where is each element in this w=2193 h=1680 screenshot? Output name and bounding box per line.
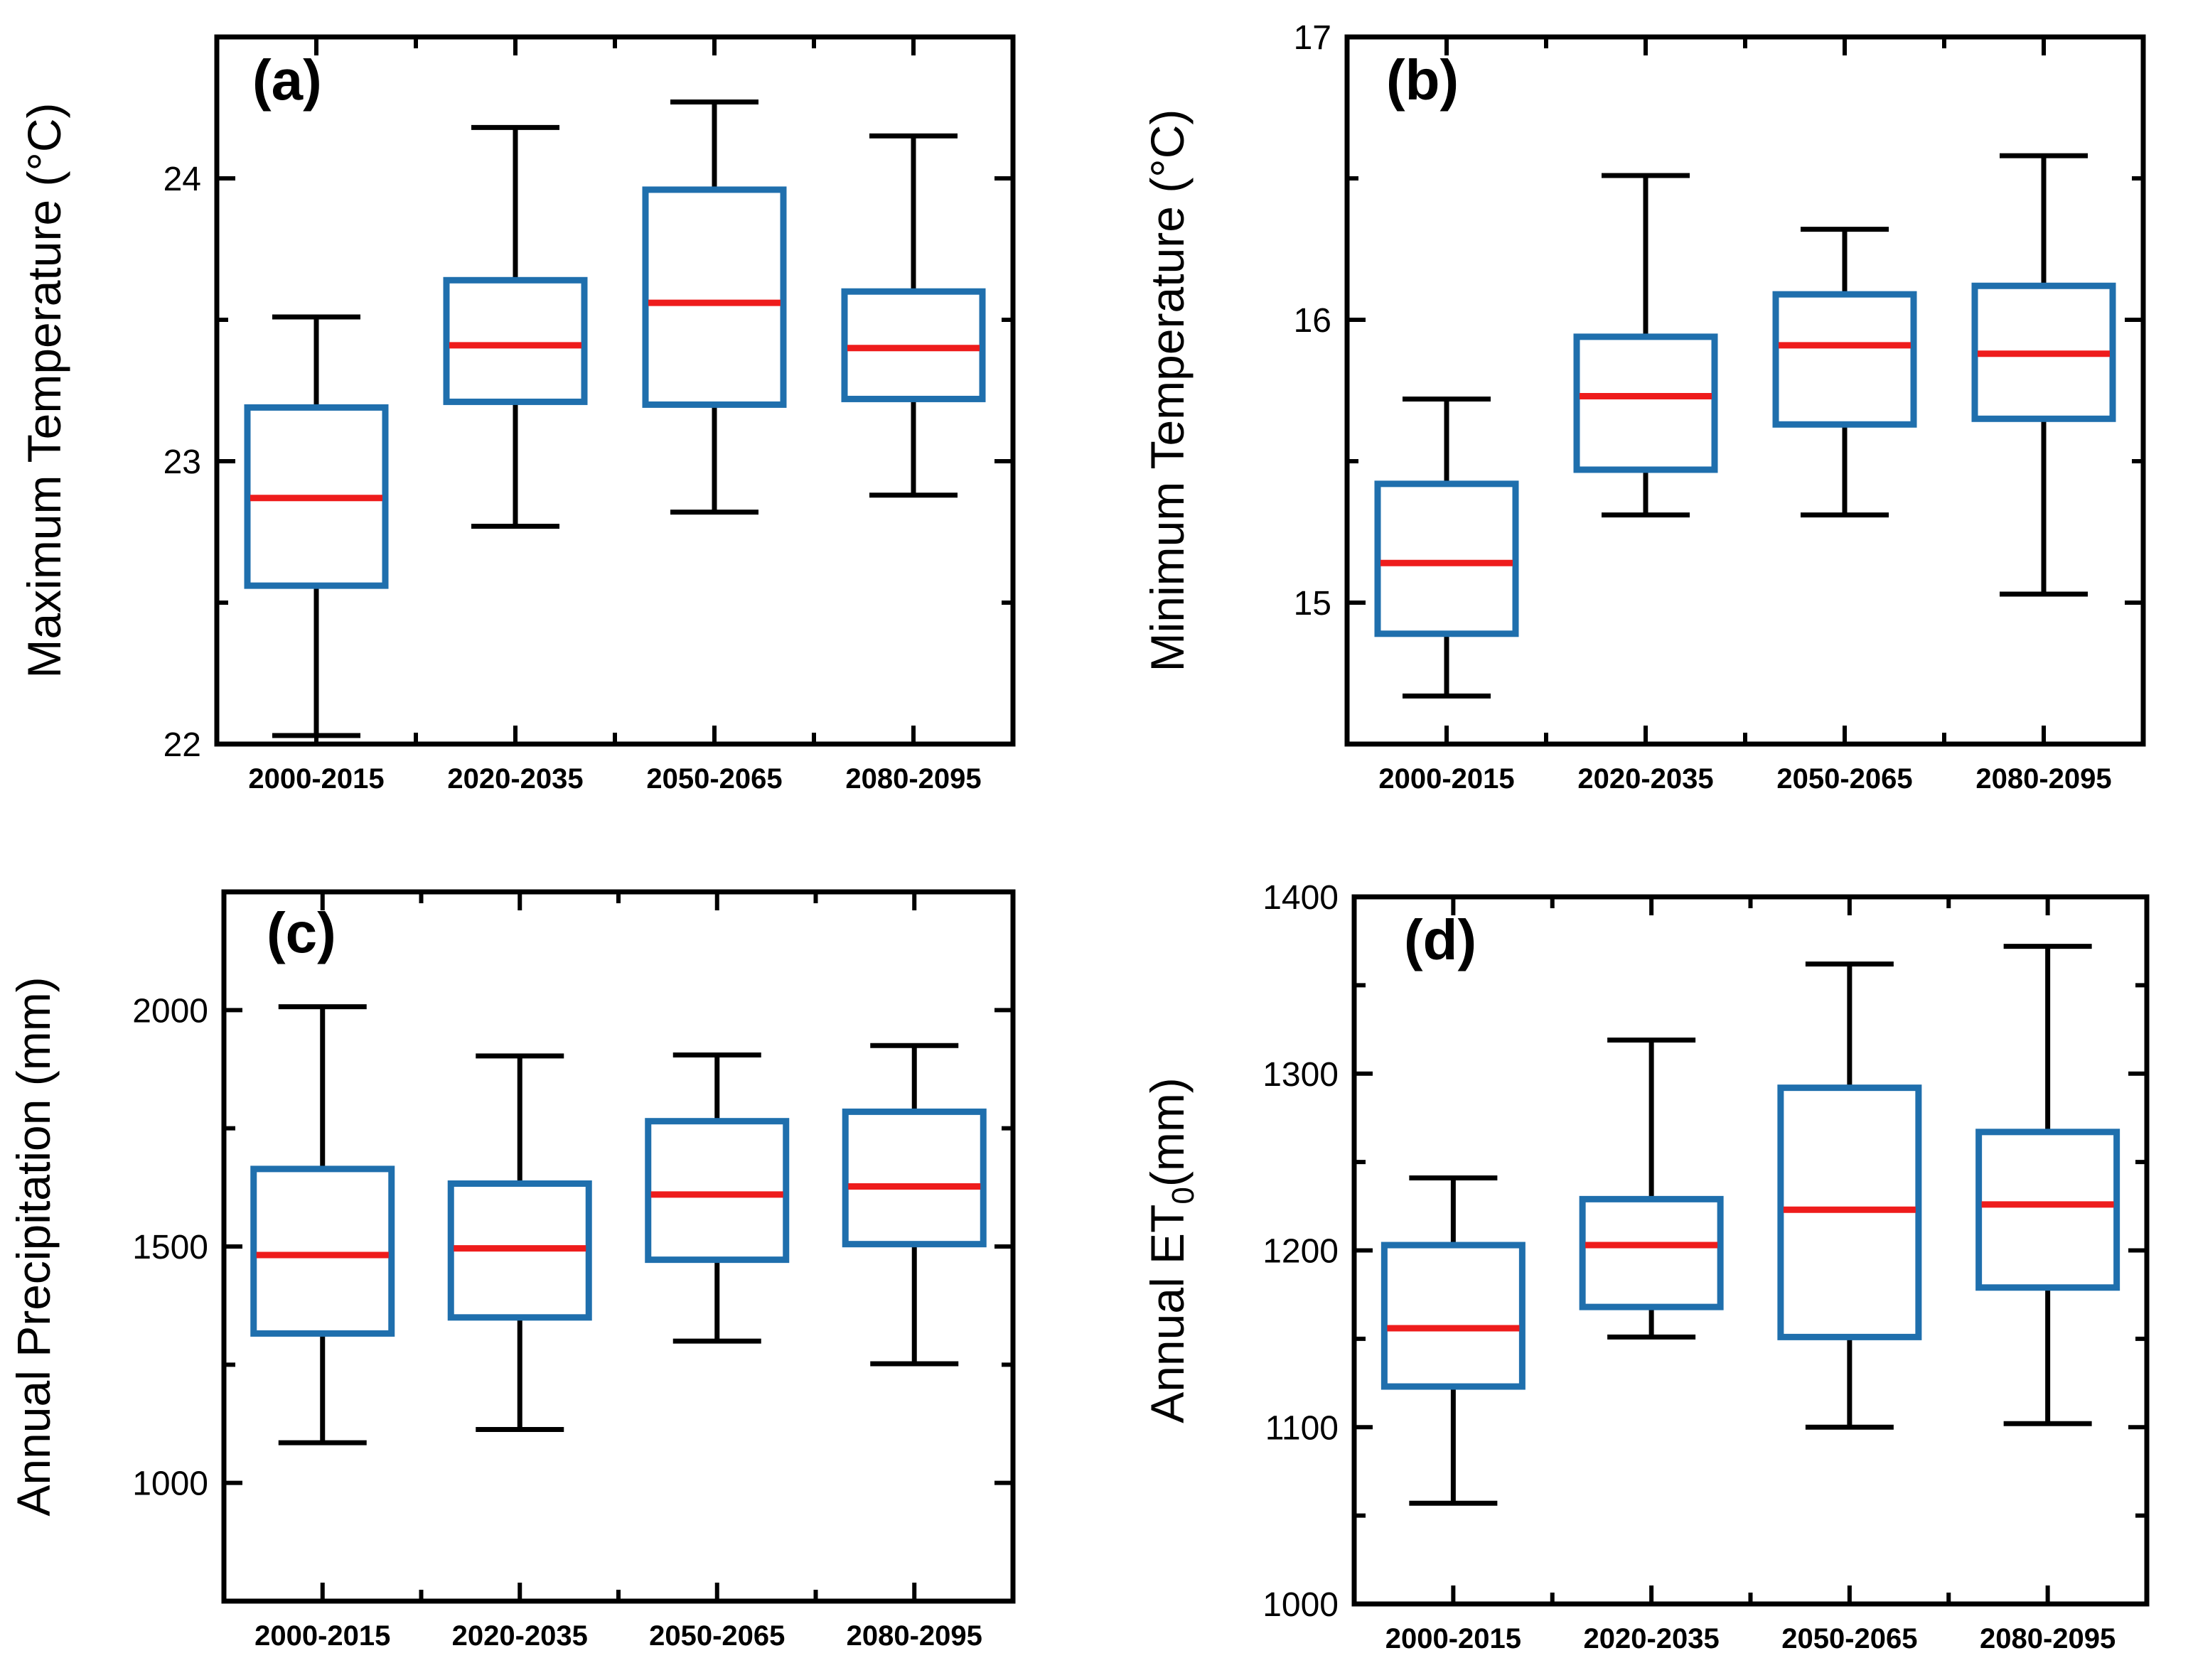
iqr-box bbox=[1579, 1195, 1724, 1310]
panel-a-ytick-label: 23 bbox=[163, 443, 201, 481]
panel-d-ytick-label: 1300 bbox=[1262, 1056, 1339, 1094]
panel-d-y-axis-title: Annual ET0(mm) bbox=[1141, 1077, 1201, 1423]
iqr-box bbox=[1374, 480, 1519, 637]
panel-a-tag: (a) bbox=[252, 48, 322, 112]
panel-b-y-axis-title: Minimum Temperature (°C) bbox=[1141, 109, 1194, 672]
panel-a-ytick-label: 24 bbox=[163, 161, 201, 198]
panel-d-tag: (d) bbox=[1404, 908, 1476, 971]
y-title-main: Annual ET bbox=[1141, 1205, 1194, 1423]
panel-d-category-label: 2080-2095 bbox=[1980, 1623, 2116, 1654]
panel-b-category-label: 2050-2065 bbox=[1776, 763, 1912, 795]
iqr-box bbox=[642, 186, 787, 408]
panel-c-box-2050-2065 bbox=[645, 1052, 790, 1344]
iqr-box bbox=[443, 276, 588, 405]
iqr-box bbox=[1772, 291, 1917, 428]
panel-a-category-label: 2000-2015 bbox=[248, 763, 384, 795]
panel-d-ytick-label: 1100 bbox=[1265, 1409, 1339, 1447]
panel-a-box-2000-2015 bbox=[244, 314, 389, 738]
panel-d-box-2050-2065 bbox=[1777, 962, 1922, 1430]
panel-a-category-label: 2020-2035 bbox=[447, 763, 583, 795]
panel-c-category-label: 2000-2015 bbox=[254, 1620, 390, 1652]
y-title-subscript: 0 bbox=[1166, 1187, 1201, 1204]
iqr-box bbox=[645, 1118, 790, 1264]
iqr-box bbox=[842, 1108, 987, 1248]
panel-b-box-2020-2035 bbox=[1573, 173, 1718, 518]
iqr-box bbox=[1573, 333, 1718, 473]
panel-d-box-2080-2095 bbox=[1975, 944, 2120, 1426]
panel-c-ytick-label: 1500 bbox=[132, 1229, 208, 1266]
panel-b-box-2000-2015 bbox=[1374, 396, 1519, 699]
panel-c-box-2000-2015 bbox=[250, 1004, 395, 1445]
panel-d-category-label: 2050-2065 bbox=[1781, 1623, 1917, 1654]
panel-b-ytick-label: 16 bbox=[1294, 302, 1331, 340]
iqr-box bbox=[1975, 1129, 2120, 1291]
panel-b-category-label: 2080-2095 bbox=[1975, 763, 2111, 795]
panel-c-category-label: 2080-2095 bbox=[847, 1620, 982, 1652]
panel-a-ytick-label: 22 bbox=[163, 726, 201, 764]
panel-a-box-2080-2095 bbox=[841, 133, 986, 498]
panel-a-box-2050-2065 bbox=[642, 99, 787, 515]
panel-b-ytick-label: 15 bbox=[1294, 585, 1331, 623]
panel-d-ytick-label: 1400 bbox=[1262, 879, 1339, 917]
panel-c-ytick-label: 2000 bbox=[132, 992, 208, 1030]
panel-d-category-label: 2000-2015 bbox=[1385, 1623, 1521, 1654]
panel-c-tag: (c) bbox=[267, 901, 336, 964]
panel-c-category-label: 2020-2035 bbox=[452, 1620, 588, 1652]
panel-a-category-label: 2050-2065 bbox=[646, 763, 782, 795]
panel-d-ytick-label: 1000 bbox=[1262, 1586, 1339, 1624]
panel-c-box-2080-2095 bbox=[842, 1043, 987, 1367]
y-title-suffix: (mm) bbox=[1141, 1077, 1194, 1187]
panel-b-min-temperature: 15 16 17 2000-2015 2020-2035 2050-2065 2080-20… bbox=[1141, 19, 2146, 795]
panel-c-box-2020-2035 bbox=[447, 1053, 592, 1432]
panel-d-annual-et0: 1000 1100 1200 1300 1400 2000-2015 2020-2035 20… bbox=[1141, 879, 2150, 1654]
panel-a-max-temperature: 22 23 24 2000-2015 2020-2035 2050-2065 2080-20… bbox=[18, 34, 1016, 795]
panel-b-box-2050-2065 bbox=[1772, 227, 1917, 518]
panel-c-y-axis-title: Annual Precipitation (mm) bbox=[7, 976, 60, 1516]
panel-d-category-label: 2020-2035 bbox=[1583, 1623, 1719, 1654]
iqr-box bbox=[1380, 1242, 1526, 1390]
panel-c-category-label: 2050-2065 bbox=[649, 1620, 785, 1652]
panel-c-ytick-label: 1000 bbox=[132, 1465, 208, 1503]
panel-b-box-2080-2095 bbox=[1971, 153, 2116, 597]
panel-d-box-2000-2015 bbox=[1380, 1175, 1526, 1506]
panel-b-ytick-label: 17 bbox=[1294, 19, 1331, 57]
panel-b-tag: (b) bbox=[1386, 48, 1459, 112]
panel-a-y-axis-title: Maximum Temperature (°C) bbox=[18, 102, 70, 678]
panel-d-ytick-label: 1200 bbox=[1262, 1233, 1339, 1271]
iqr-box bbox=[250, 1165, 395, 1337]
panel-a-box-2020-2035 bbox=[443, 124, 588, 529]
panel-c-annual-precipitation: 1000 1500 2000 2000-2015 2020-2035 2050-2065 2… bbox=[7, 889, 1016, 1652]
panel-b-category-label: 2000-2015 bbox=[1378, 763, 1514, 795]
panel-a-category-label: 2080-2095 bbox=[845, 763, 981, 795]
panel-d-box-2020-2035 bbox=[1579, 1037, 1724, 1340]
panel-b-category-label: 2020-2035 bbox=[1577, 763, 1713, 795]
